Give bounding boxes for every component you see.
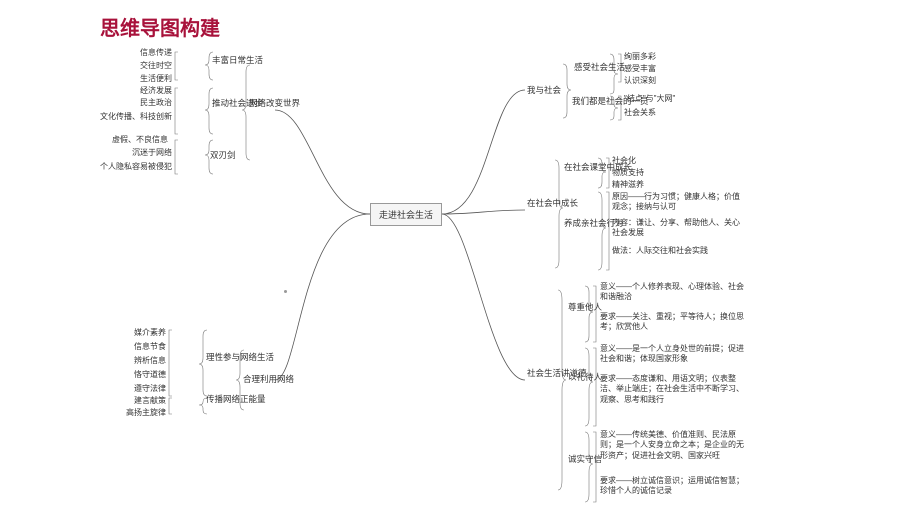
leaf: 认识深刻 <box>624 76 656 86</box>
node-rational-net: 合理利用网络 <box>243 374 294 384</box>
leaf: 社会化 <box>612 156 636 166</box>
leaf: 民主政治 <box>140 98 172 108</box>
leaf: 社会关系 <box>624 108 656 118</box>
node-member: 我们都是社会的一员 <box>572 96 614 106</box>
node-respect: 尊重他人 <box>568 302 586 312</box>
leaf: 辨析信息 <box>134 356 166 366</box>
leaf: 信息传递 <box>140 48 172 58</box>
leaf: 原因——行为习惯；健康人格；价值观念；接纳与认可 <box>612 192 742 213</box>
leaf: "结点"与"大网" <box>624 94 675 104</box>
leaf: 要求——态度谦和、用语文明；仪表整洁、举止端庄；在社会生活中不断学习、观察、思考… <box>600 374 750 405</box>
leaf: 高扬主旋律 <box>126 408 166 418</box>
node-social-ethics: 社会生活讲道德 <box>527 368 557 378</box>
leaf: 个人隐私容易被侵犯 <box>100 162 172 172</box>
leaf: 媒介素养 <box>134 328 166 338</box>
leaf: 遵守法律 <box>134 384 166 394</box>
leaf: 物质支持 <box>612 168 644 178</box>
node-enrich-life: 丰富日常生活 <box>212 55 242 65</box>
node-classroom: 在社会课堂中成长 <box>564 162 598 172</box>
node-double-edge: 双刃剑 <box>210 150 236 160</box>
node-prosocial: 养成亲社会行为 <box>564 218 598 228</box>
leaf: 做法：人际交往和社会实践 <box>612 246 708 256</box>
leaf: 内容：谦让、分享、帮助他人、关心社会发展 <box>612 218 742 239</box>
node-rational-participate: 理性参与网络生活 <box>206 352 236 362</box>
leaf: 沉迷于网络 <box>132 148 172 158</box>
leaf: 信息节食 <box>134 342 166 352</box>
node-social-progress: 推动社会进步 <box>212 98 242 108</box>
node-positive-energy: 传播网络正能量 <box>206 394 236 404</box>
leaf: 意义——是一个人立身处世的前提；促进社会和谐；体现国家形象 <box>600 344 750 365</box>
node-courtesy: 以礼待人 <box>568 372 586 382</box>
node-feel-social: 感受社会生活 <box>574 62 604 72</box>
leaf: 精神滋养 <box>612 180 644 190</box>
leaf: 文化传播、科技创新 <box>100 112 172 122</box>
leaf: 意义——传统美德、价值准则、民法原则；是一个人安身立命之本；是企业的无形资产；促… <box>600 430 750 461</box>
leaf: 要求——树立诚信意识；运用诚信智慧；珍惜个人的诚信记录 <box>600 476 750 497</box>
leaf: 虚假、不良信息 <box>112 135 168 145</box>
leaf: 经济发展 <box>140 86 172 96</box>
leaf: 绚丽多彩 <box>624 52 656 62</box>
leaf: 感受丰富 <box>624 64 656 74</box>
page-title: 思维导图构建 <box>100 12 220 41</box>
node-me-society: 我与社会 <box>527 85 561 95</box>
node-honesty: 诚实守信 <box>568 454 586 464</box>
leaf: 恪守道德 <box>134 370 166 380</box>
mindmap: 走进社会生活 <box>0 40 920 518</box>
node-grow-society: 在社会中成长 <box>527 198 555 208</box>
leaf: 要求——关注、重视；平等待人；换位思考；欣赏他人 <box>600 312 750 333</box>
leaf: 建言献策 <box>134 396 166 406</box>
leaf: 生活便利 <box>140 74 172 84</box>
leaf: 意义——个人修养表现、心理体验、社会和谐融洽 <box>600 282 750 303</box>
leaf: 交往时空 <box>140 61 172 71</box>
